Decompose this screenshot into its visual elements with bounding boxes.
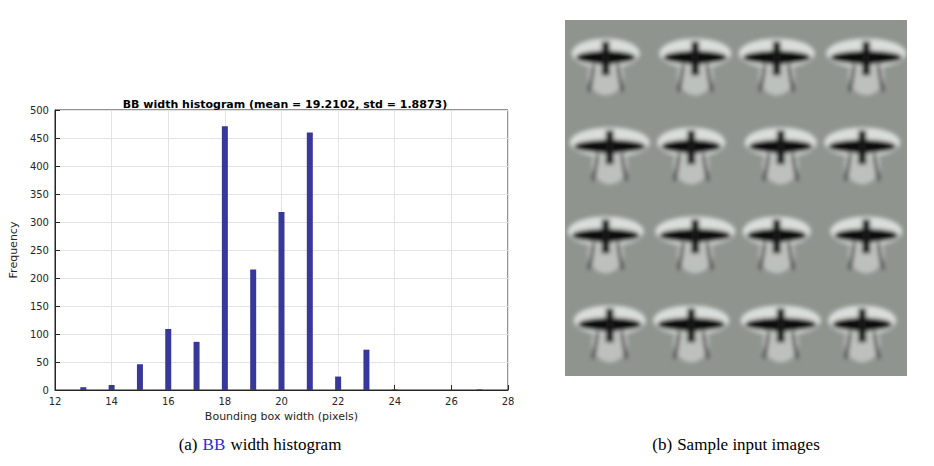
svg-text:26: 26 <box>445 396 458 407</box>
svg-text:14: 14 <box>105 396 118 407</box>
svg-text:18: 18 <box>218 396 231 407</box>
svg-text:500: 500 <box>30 105 49 116</box>
svg-text:Bounding box width (pixels): Bounding box width (pixels) <box>205 410 358 423</box>
svg-text:BB width histogram (mean = 19.: BB width histogram (mean = 19.2102, std … <box>123 98 448 111</box>
svg-text:250: 250 <box>30 245 49 256</box>
svg-text:150: 150 <box>30 301 49 312</box>
svg-text:300: 300 <box>30 217 49 228</box>
svg-text:28: 28 <box>502 396 515 407</box>
svg-text:350: 350 <box>30 189 49 200</box>
svg-text:0: 0 <box>43 385 49 396</box>
svg-text:24: 24 <box>388 396 401 407</box>
html-text:(a) BB width histogram: (a) BB width histogram <box>178 435 342 454</box>
svg-text:400: 400 <box>30 161 49 172</box>
svg-text:20: 20 <box>275 396 288 407</box>
svg-text:Frequency: Frequency <box>7 221 20 278</box>
svg-text:200: 200 <box>30 273 49 284</box>
svg-text:12: 12 <box>49 396 62 407</box>
svg-text:16: 16 <box>162 396 175 407</box>
svg-text:450: 450 <box>30 133 49 144</box>
html-text:(b) Sample input images: (b) Sample input images <box>652 435 820 454</box>
svg-text:100: 100 <box>30 329 49 340</box>
svg-text:50: 50 <box>36 357 49 368</box>
svg-text:22: 22 <box>332 396 345 407</box>
